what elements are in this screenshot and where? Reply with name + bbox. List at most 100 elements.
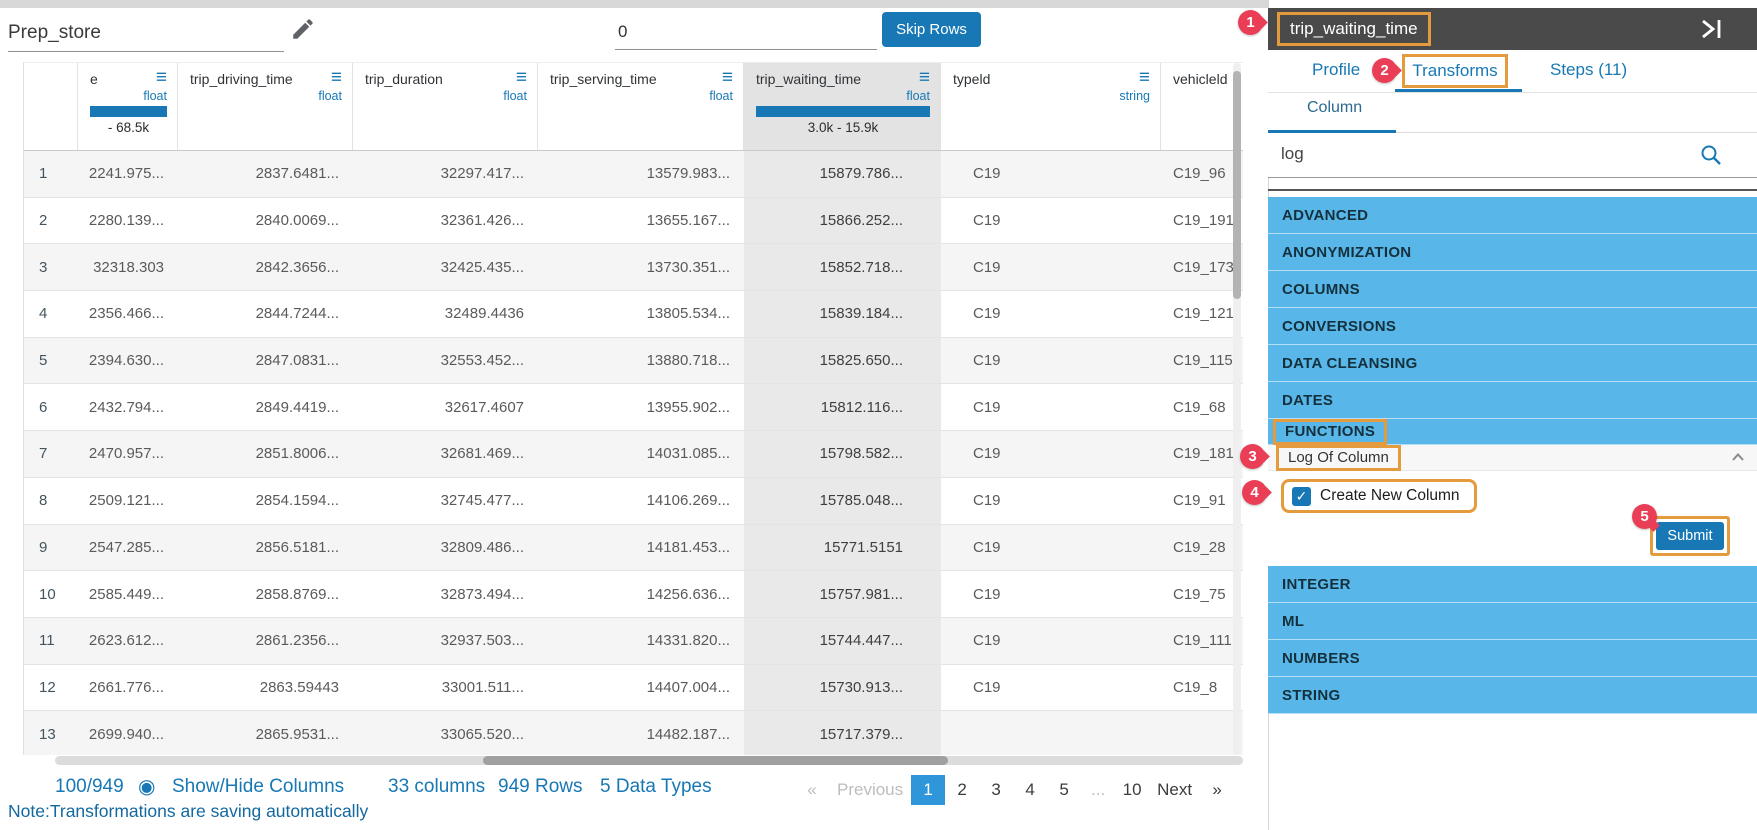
category-item-anonymization[interactable]: ANONYMIZATION xyxy=(1268,234,1757,271)
skip-rows-button[interactable]: Skip Rows xyxy=(882,12,981,47)
page-ellipsis: ... xyxy=(1091,780,1106,799)
transform-search-field[interactable]: log xyxy=(1268,133,1757,178)
panel-tabs: Profile Transforms Steps (11) xyxy=(1268,50,1757,93)
edit-pencil-icon[interactable] xyxy=(290,16,316,42)
cell: 33001.511... xyxy=(441,678,524,696)
page-number-1[interactable]: 1 xyxy=(911,775,946,805)
search-icon[interactable] xyxy=(1700,144,1722,166)
column-header-typeld[interactable]: typeld ≡ string xyxy=(941,63,1161,150)
column-header-trip_driving_time[interactable]: trip_driving_time ≡ float xyxy=(178,63,353,150)
cell: 15879.786... xyxy=(744,151,941,197)
cell: 2840.0069... xyxy=(255,212,339,230)
category-item-ml[interactable]: ML xyxy=(1268,603,1757,640)
tab-transforms[interactable]: Transforms xyxy=(1402,54,1508,88)
cell: 15866.252... xyxy=(744,197,941,244)
create-new-column-checkbox[interactable]: ✓ xyxy=(1292,486,1311,506)
category-item-columns[interactable]: COLUMNS xyxy=(1268,271,1757,308)
row-number: 5 xyxy=(39,352,48,370)
category-item-functions[interactable]: FUNCTIONS xyxy=(1268,418,1757,445)
cell: 2470.957... xyxy=(88,445,164,463)
category-item-advanced[interactable]: ADVANCED xyxy=(1268,197,1757,234)
column-menu-icon[interactable]: ≡ xyxy=(155,67,167,88)
row-number: 3 xyxy=(39,258,48,276)
skip-rows-input[interactable]: 0 xyxy=(615,14,877,50)
table-row-5: 5 2394.630... 2847.0831... 32553.452... 1388… xyxy=(24,337,1243,385)
category-item-conversions[interactable]: CONVERSIONS xyxy=(1268,308,1757,345)
table-header: e ≡ float - 68.5k trip_driving_time ≡ float tri… xyxy=(24,63,1243,151)
cell: 2861.2356... xyxy=(255,632,339,650)
category-item-numbers[interactable]: NUMBERS xyxy=(1268,640,1757,677)
cell: C19 xyxy=(973,445,1001,463)
dataset-name: Prep_store xyxy=(8,22,101,43)
show-hide-columns-link[interactable]: Show/Hide Columns xyxy=(172,776,345,797)
eye-icon[interactable]: ◉ xyxy=(138,776,156,798)
category-item-data-cleansing[interactable]: DATA CLEANSING xyxy=(1268,345,1757,382)
column-menu-icon[interactable]: ≡ xyxy=(918,67,930,88)
cell: 32318.303 xyxy=(93,258,164,276)
page-number-3[interactable]: 3 xyxy=(991,780,1001,799)
column-type-label: float xyxy=(143,89,167,103)
cell: C19_96 xyxy=(1173,165,1226,183)
selected-column-title: trip_waiting_time xyxy=(1277,12,1431,46)
table-row-1: 1 2241.975... 2837.6481... 32297.417... 1357… xyxy=(24,151,1243,198)
column-header-e[interactable]: e ≡ float - 68.5k xyxy=(78,63,178,150)
h-scroll-thumb[interactable] xyxy=(483,756,948,765)
cell: 2837.6481... xyxy=(255,165,339,183)
cell: 13955.902... xyxy=(646,398,730,416)
submit-button[interactable]: Submit xyxy=(1656,522,1724,550)
collapse-panel-icon[interactable] xyxy=(1700,19,1726,39)
column-header-trip_waiting_time[interactable]: trip_waiting_time ≡ float 3.0k - 15.9k xyxy=(744,63,941,150)
row-progress: 100/949 xyxy=(55,776,124,797)
column-header-vehicleld[interactable]: vehicleld xyxy=(1161,63,1243,150)
page-number-10[interactable]: 10 xyxy=(1122,780,1142,799)
row-number: 7 xyxy=(39,445,48,463)
column-menu-icon[interactable]: ≡ xyxy=(721,67,733,88)
submit-highlight-box: Submit xyxy=(1650,516,1730,556)
table-row-12: 12 2661.776... 2863.59443 33001.511... 14407… xyxy=(24,664,1243,712)
category-label: NUMBERS xyxy=(1282,649,1360,667)
histogram-bar xyxy=(90,106,167,117)
page-prev-arrow[interactable]: « xyxy=(807,780,817,799)
dataset-name-field[interactable]: Prep_store xyxy=(8,14,284,52)
page-previous[interactable]: Previous xyxy=(837,780,904,799)
tab-steps[interactable]: Steps (11) xyxy=(1550,60,1628,79)
tab-profile[interactable]: Profile xyxy=(1312,60,1361,79)
cell: C19 xyxy=(973,678,1001,696)
cell: 2851.8006... xyxy=(255,445,339,463)
cell: C19_115 xyxy=(1173,352,1233,370)
v-scroll-thumb[interactable] xyxy=(1233,71,1241,299)
v-scrollbar[interactable] xyxy=(1233,63,1241,755)
column-menu-icon[interactable]: ≡ xyxy=(1138,67,1150,88)
chevron-up-icon[interactable] xyxy=(1731,452,1745,462)
transform-item-log-of-column[interactable]: Log Of Column xyxy=(1268,444,1757,471)
category-item-integer[interactable]: INTEGER xyxy=(1268,566,1757,603)
cell: 13730.351... xyxy=(646,258,730,276)
transform-search-input[interactable]: log xyxy=(1281,144,1304,163)
page-number-5[interactable]: 5 xyxy=(1059,780,1069,799)
page-next[interactable]: Next xyxy=(1157,780,1193,799)
h-scrollbar[interactable] xyxy=(55,756,1243,765)
column-menu-icon[interactable]: ≡ xyxy=(515,67,527,88)
create-new-column-option[interactable]: ✓ Create New Column xyxy=(1281,479,1477,513)
category-item-string[interactable]: STRING xyxy=(1268,677,1757,714)
column-header-trip_serving_time[interactable]: trip_serving_time ≡ float xyxy=(538,63,744,150)
cell: 2547.285... xyxy=(88,538,164,556)
page-number-4[interactable]: 4 xyxy=(1025,780,1035,799)
category-label: COLUMNS xyxy=(1282,280,1360,298)
cell: 32489.4436 xyxy=(444,305,524,323)
column-name: trip_driving_time xyxy=(190,71,293,87)
panel-header: trip_waiting_time xyxy=(1268,8,1757,50)
category-item-dates[interactable]: DATES xyxy=(1268,382,1757,419)
annotation-badge-4: 4 xyxy=(1242,480,1267,505)
page-next-arrow[interactable]: » xyxy=(1212,780,1222,799)
column-menu-icon[interactable]: ≡ xyxy=(330,67,342,88)
pagination: « Previous 1 2 3 4 5... 10 Next » xyxy=(795,775,1234,805)
cell: C19_173 xyxy=(1173,258,1234,276)
cell: C19 xyxy=(973,538,1001,556)
row-number-header xyxy=(24,63,78,150)
column-header-trip_duration[interactable]: trip_duration ≡ float xyxy=(353,63,538,150)
subtab-column[interactable]: Column xyxy=(1307,99,1363,116)
table-row-2: 2 2280.139... 2840.0069... 32361.426... 1365… xyxy=(24,197,1243,245)
page-number-2[interactable]: 2 xyxy=(957,780,967,799)
cell: 2241.975... xyxy=(88,165,164,183)
